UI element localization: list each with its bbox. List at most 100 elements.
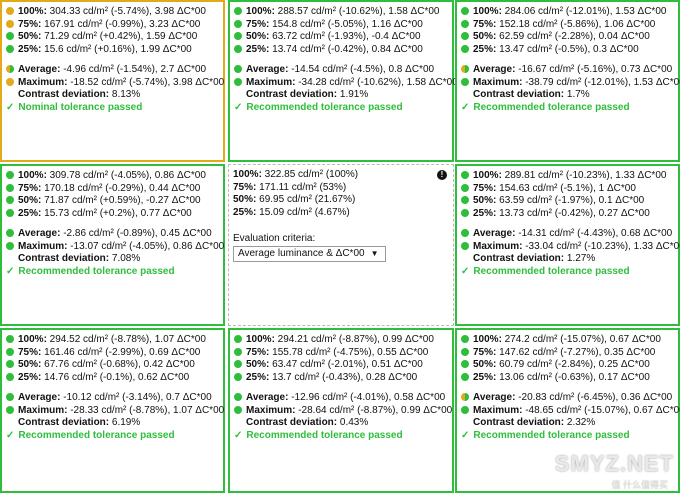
status-dot-icon (461, 393, 469, 401)
measurement-row: 50%: 71.29 cd/m² (+0.42%), 1.59 ΔC*00 (6, 31, 219, 44)
uniformity-cell-5: ! 100%: 322.85 cd/m² (100%) 75%: 171.11 cd… (228, 164, 454, 326)
measurement-value: 289.81 cd/m² (-10.23%), 1.33 ΔC*00 (501, 170, 667, 181)
measurement-row: 100%: 294.21 cd/m² (-8.87%), 0.99 ΔC*00 (234, 334, 448, 347)
maximum-row: Maximum: -38.79 cd/m² (-12.01%), 1.53 ΔC… (461, 77, 680, 90)
average-label: Average: (18, 392, 61, 403)
check-icon: ✓ (461, 101, 470, 113)
status-dot-icon (234, 405, 242, 414)
measurement-row: 25%: 14.76 cd/m² (-0.1%), 0.62 ΔC*00 (6, 372, 219, 385)
contrast-label: Contrast deviation: (18, 89, 110, 100)
evaluation-dropdown[interactable]: Average luminance & ΔC*00 ▼ (233, 246, 386, 262)
contrast-label: Contrast deviation: (473, 417, 565, 428)
spacer (234, 384, 448, 392)
measurement-row: 25%: 13.7 cd/m² (-0.43%), 0.28 ΔC*00 (234, 372, 448, 385)
measurement-label: 75%: (18, 346, 42, 358)
measurement-label: 50%: (18, 195, 42, 206)
contrast-label: Contrast deviation: (473, 253, 565, 264)
measurement-label: 100%: (233, 169, 262, 180)
maximum-label: Maximum: (473, 404, 523, 416)
status-dot-icon (461, 183, 469, 192)
status-dot-icon (461, 405, 469, 414)
status-dot-icon (6, 171, 14, 179)
measurement-label: 75%: (473, 182, 497, 194)
uniformity-cell-7: 100%: 294.52 cd/m² (-8.78%), 1.07 ΔC*00 7… (0, 328, 225, 493)
average-row: Average: -12.96 cd/m² (-4.01%), 0.58 ΔC*… (234, 392, 448, 405)
maximum-row: Maximum: -18.52 cd/m² (-5.74%), 3.98 ΔC*… (6, 77, 224, 90)
maximum-value: -33.04 cd/m² (-10.23%), 1.33 ΔC*00 (522, 240, 680, 252)
measurement-row: 75%: 155.78 cd/m² (-4.75%), 0.55 ΔC*00 (234, 347, 448, 360)
status-dot-icon (461, 171, 469, 179)
measurement-row: 75%: 154.63 cd/m² (-5.1%), 1 ΔC*00 (461, 183, 674, 196)
measurement-label: 25%: (246, 371, 270, 383)
status-dot-icon (461, 229, 469, 237)
uniformity-cell-3: 100%: 284.06 cd/m² (-12.01%), 1.53 ΔC*00… (455, 0, 680, 162)
check-icon: ✓ (461, 265, 470, 277)
measurement-row: 25%: 13.74 cd/m² (-0.42%), 0.84 ΔC*00 (234, 44, 448, 57)
measurement-label: 25%: (18, 371, 42, 383)
check-icon: ✓ (461, 429, 470, 441)
status-dot-icon (6, 32, 14, 40)
status-dot-icon (234, 19, 242, 28)
check-icon: ✓ (6, 101, 15, 113)
average-label: Average: (246, 392, 289, 403)
cell-measurements: 100%: 288.57 cd/m² (-10.62%), 1.58 ΔC*00… (234, 6, 458, 114)
status-dot-icon (461, 335, 469, 343)
measurement-value: 15.73 cd/m² (+0.2%), 0.77 ΔC*00 (41, 207, 192, 219)
measurement-row: 100%: 309.78 cd/m² (-4.05%), 0.86 ΔC*00 (6, 170, 219, 183)
measurement-row: 100%: 284.06 cd/m² (-12.01%), 1.53 ΔC*00 (461, 6, 674, 19)
measurement-label: 100%: (18, 170, 47, 181)
watermark-logo: SMYZ.NET (554, 451, 674, 476)
measurement-value: 13.7 cd/m² (-0.43%), 0.28 ΔC*00 (269, 371, 418, 383)
measurement-value: 71.29 cd/m² (+0.42%), 1.59 ΔC*00 (41, 31, 198, 42)
measurement-value: 284.06 cd/m² (-12.01%), 1.53 ΔC*00 (501, 6, 667, 17)
status-dot-icon (234, 335, 242, 343)
average-value: -2.86 cd/m² (-0.89%), 0.45 ΔC*00 (60, 228, 212, 239)
measurement-label: 25%: (233, 206, 257, 218)
status-dot-icon (6, 196, 14, 204)
status-dot-icon (6, 347, 14, 356)
contrast-row: Contrast deviation: 8.13% (6, 89, 219, 102)
measurement-value: 62.59 cd/m² (-2.28%), 0.04 ΔC*00 (496, 31, 650, 42)
measurement-label: 75%: (18, 18, 42, 30)
measurement-value: 274.2 cd/m² (-15.07%), 0.67 ΔC*00 (501, 334, 661, 345)
tolerance-result-text: Recommended tolerance passed (246, 101, 403, 113)
measurement-row: 100%: 288.57 cd/m² (-10.62%), 1.58 ΔC*00 (234, 6, 448, 19)
average-label: Average: (473, 228, 516, 239)
tolerance-result: ✓ Recommended tolerance passed (461, 102, 674, 115)
maximum-value: -18.52 cd/m² (-5.74%), 3.98 ΔC*00 (67, 76, 225, 88)
measurement-value: 167.91 cd/m² (-0.99%), 3.23 ΔC*00 (41, 18, 201, 30)
measurement-row: 25%: 13.73 cd/m² (-0.42%), 0.27 ΔC*00 (461, 208, 674, 221)
average-value: -10.12 cd/m² (-3.14%), 0.7 ΔC*00 (60, 392, 212, 403)
cell-measurements: 100%: 274.2 cd/m² (-15.07%), 0.67 ΔC*00 7… (461, 334, 680, 443)
check-icon: ✓ (234, 429, 243, 441)
measurement-label: 100%: (18, 6, 47, 17)
contrast-row: Contrast deviation: 1.27% (461, 253, 674, 266)
measurement-value: 170.18 cd/m² (-0.29%), 0.44 ΔC*00 (41, 182, 201, 194)
spacer (461, 220, 674, 228)
maximum-row: Maximum: -28.33 cd/m² (-8.78%), 1.07 ΔC*… (6, 405, 224, 418)
contrast-value: 8.13% (109, 89, 141, 100)
maximum-label: Maximum: (246, 76, 296, 88)
measurement-row: 50%: 63.47 cd/m² (-2.01%), 0.51 ΔC*00 (234, 359, 448, 372)
status-dot-icon (234, 393, 242, 401)
measurement-label: 100%: (473, 6, 502, 17)
measurement-label: 25%: (473, 43, 497, 55)
measurement-label: 50%: (473, 195, 497, 206)
measurement-row: 50%: 67.76 cd/m² (-0.68%), 0.42 ΔC*00 (6, 359, 219, 372)
average-label: Average: (473, 64, 516, 75)
contrast-value: 6.19% (109, 417, 141, 428)
measurement-row: 25%: 15.6 cd/m² (+0.16%), 1.99 ΔC*00 (6, 44, 219, 57)
contrast-row: Contrast deviation: 0.43% (234, 417, 448, 430)
average-label: Average: (246, 64, 289, 75)
tolerance-result: ✓ Recommended tolerance passed (461, 430, 674, 443)
average-label: Average: (18, 64, 61, 75)
status-dot-icon (6, 360, 14, 368)
cell-measurements: 100%: 294.21 cd/m² (-8.87%), 0.99 ΔC*00 7… (234, 334, 452, 442)
cell-measurements: 100%: 304.33 cd/m² (-5.74%), 3.98 ΔC*00 7… (6, 6, 224, 114)
status-dot-icon (461, 7, 469, 15)
cell-measurements: 100%: 322.85 cd/m² (100%) 75%: 171.11 cd/… (233, 169, 449, 262)
contrast-label: Contrast deviation: (18, 417, 110, 428)
maximum-label: Maximum: (246, 404, 296, 416)
info-icon[interactable]: ! (437, 170, 447, 180)
status-dot-icon (6, 393, 14, 401)
